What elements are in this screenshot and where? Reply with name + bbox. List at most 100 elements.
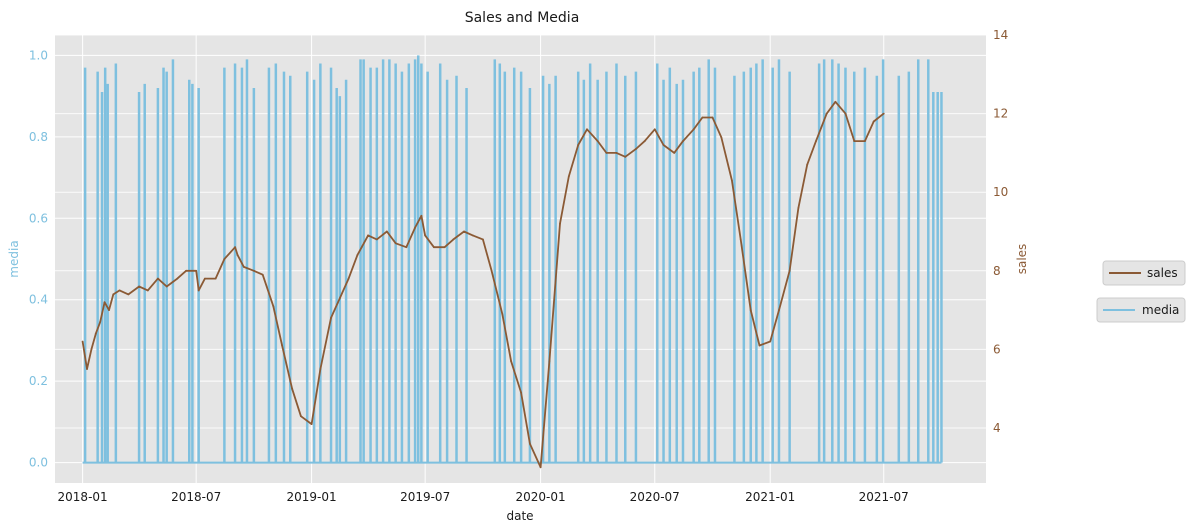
sales-point (420, 214, 423, 217)
sales-point (94, 332, 97, 335)
sales-point (414, 226, 417, 229)
x-tick-label: 2021-07 (859, 490, 909, 504)
y-left-axis-title: media (7, 240, 21, 277)
sales-point (520, 391, 523, 394)
sales-point (138, 285, 140, 288)
sales-point (338, 297, 341, 300)
sales-point (118, 289, 121, 292)
sales-point (731, 179, 733, 182)
y-left-tick-label: 1.0 (29, 48, 48, 62)
x-tick-label: 2018-01 (58, 490, 108, 504)
sales-point (749, 309, 752, 311)
sales-point (223, 258, 226, 260)
sales-point (433, 246, 435, 249)
y-right-tick-label: 6 (993, 342, 1001, 356)
sales-point (310, 423, 313, 425)
sales-point (615, 151, 618, 154)
sales-point (769, 340, 772, 343)
legend-media: media (1096, 297, 1186, 323)
sales-point (548, 360, 551, 363)
sales-point (127, 293, 130, 296)
sales-point (272, 305, 275, 308)
sales-point (643, 140, 646, 143)
sales-point (864, 140, 866, 143)
x-tick-label: 2019-01 (287, 490, 337, 504)
sales-point (236, 254, 239, 256)
sales-point (490, 269, 493, 272)
sales-point (176, 277, 179, 280)
sales-point (252, 269, 255, 272)
y-right-tick-label: 10 (993, 185, 1008, 199)
sales-point (443, 246, 446, 249)
sales-point (281, 344, 284, 347)
sales-point (197, 289, 200, 292)
sales-point (673, 151, 676, 154)
sales-point (596, 140, 599, 143)
x-tick-label: 2021-01 (745, 490, 795, 504)
x-axis-title: date (506, 509, 533, 523)
sales-point (701, 116, 704, 119)
sales-point (319, 368, 322, 370)
sales-point (720, 136, 723, 139)
sales-point (529, 442, 531, 445)
y-left-tick-label: 0.6 (29, 211, 48, 225)
sales-point (853, 140, 856, 143)
sales-point (261, 273, 264, 276)
sales-point (347, 277, 350, 280)
sales-point (195, 269, 198, 272)
sales-series (81, 100, 885, 469)
y-right-tick-label: 14 (993, 28, 1008, 42)
sales-point (825, 112, 828, 115)
chart-title: Sales and Media (465, 10, 580, 26)
sales-point (204, 277, 206, 280)
sales-point (375, 238, 378, 241)
sales-point (300, 415, 302, 418)
legend-media-box (1096, 297, 1186, 323)
sales-point (214, 277, 217, 280)
sales-point (567, 175, 570, 178)
sales-point (242, 265, 245, 268)
sales-point (577, 144, 580, 146)
sales-point (330, 317, 332, 319)
sales-point (291, 387, 294, 390)
sales-point (653, 128, 656, 131)
sales-point (882, 112, 885, 115)
axes: 2018-01 2018-07 2019-01 2019-07 2020-01 2020-… (29, 28, 1008, 504)
sales-point (81, 340, 84, 343)
sales-point (844, 112, 847, 115)
sales-point (635, 148, 637, 150)
sales-point (510, 360, 512, 363)
sales-point (872, 120, 875, 123)
sales-point (424, 234, 427, 237)
y-left-tick-label: 0.2 (29, 374, 48, 388)
y-right-tick-label: 12 (993, 107, 1008, 121)
sales-point (234, 246, 236, 249)
x-tick-label: 2019-07 (400, 490, 450, 504)
x-tick-label: 2020-07 (630, 490, 680, 504)
sales-point (797, 207, 800, 209)
sales-point (394, 242, 397, 245)
sales-point (559, 222, 561, 225)
sales-point (682, 140, 684, 143)
sales-point (156, 277, 159, 280)
sales-point (501, 313, 504, 315)
sales-point (356, 254, 359, 256)
sales-point (481, 238, 484, 241)
y-right-tick-label: 4 (993, 421, 1001, 435)
y-right-axis-title: sales (1015, 244, 1029, 275)
sales-point (112, 293, 115, 296)
sales-point (367, 234, 369, 237)
legend-sales-label: sales (1147, 266, 1178, 280)
y-left-tick-label: 0.4 (29, 293, 48, 307)
sales-point (452, 238, 455, 241)
sales-point (539, 466, 542, 469)
sales-line (81, 100, 885, 469)
x-tick-label: 2018-07 (171, 490, 221, 504)
y-left-tick-label: 0.0 (29, 456, 48, 470)
sales-point (758, 344, 761, 347)
sales-point (586, 128, 588, 131)
sales-point (103, 301, 106, 304)
sales-point (815, 140, 817, 143)
x-tick-label: 2020-01 (516, 490, 566, 504)
